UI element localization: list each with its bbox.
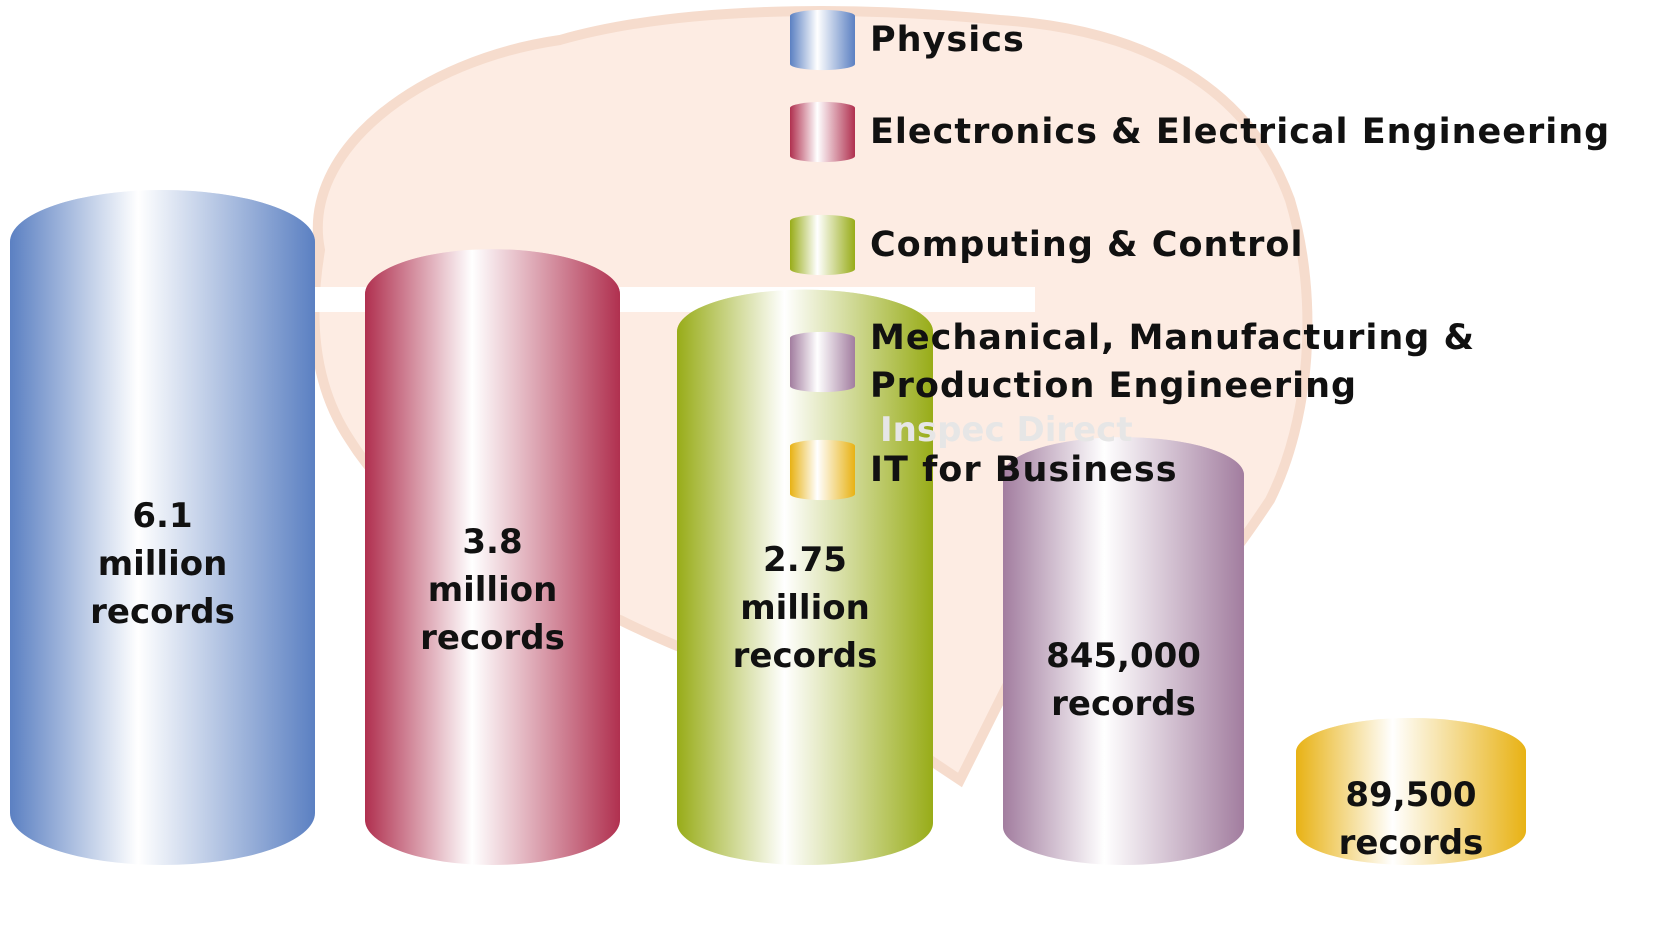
value-label: 3.8 million records	[420, 518, 565, 662]
legend-swatch	[790, 10, 855, 70]
legend-swatch	[790, 102, 855, 162]
legend-swatch	[790, 215, 855, 275]
legend-label: Electronics & Electrical Engineering	[870, 108, 1670, 156]
value-label: 89,500 records	[1339, 771, 1484, 867]
legend-label: Computing & Control	[870, 221, 1670, 269]
watermark: Inspec Direct	[880, 410, 1133, 450]
legend-swatch	[790, 440, 855, 500]
value-label: 845,000 records	[1046, 632, 1201, 728]
page: Inspec Direct (() => { const data = JSON…	[0, 0, 1672, 927]
value-label: 6.1 million records	[90, 492, 235, 636]
legend-label: Physics	[870, 16, 1670, 64]
cylinder-top	[10, 190, 315, 294]
legend-label: IT for Business	[870, 446, 1670, 494]
legend-label: Mechanical, Manufacturing & Production E…	[870, 314, 1670, 410]
legend-swatch	[790, 332, 855, 392]
value-label: 2.75 million records	[733, 536, 878, 680]
cylinder-top	[365, 249, 620, 339]
